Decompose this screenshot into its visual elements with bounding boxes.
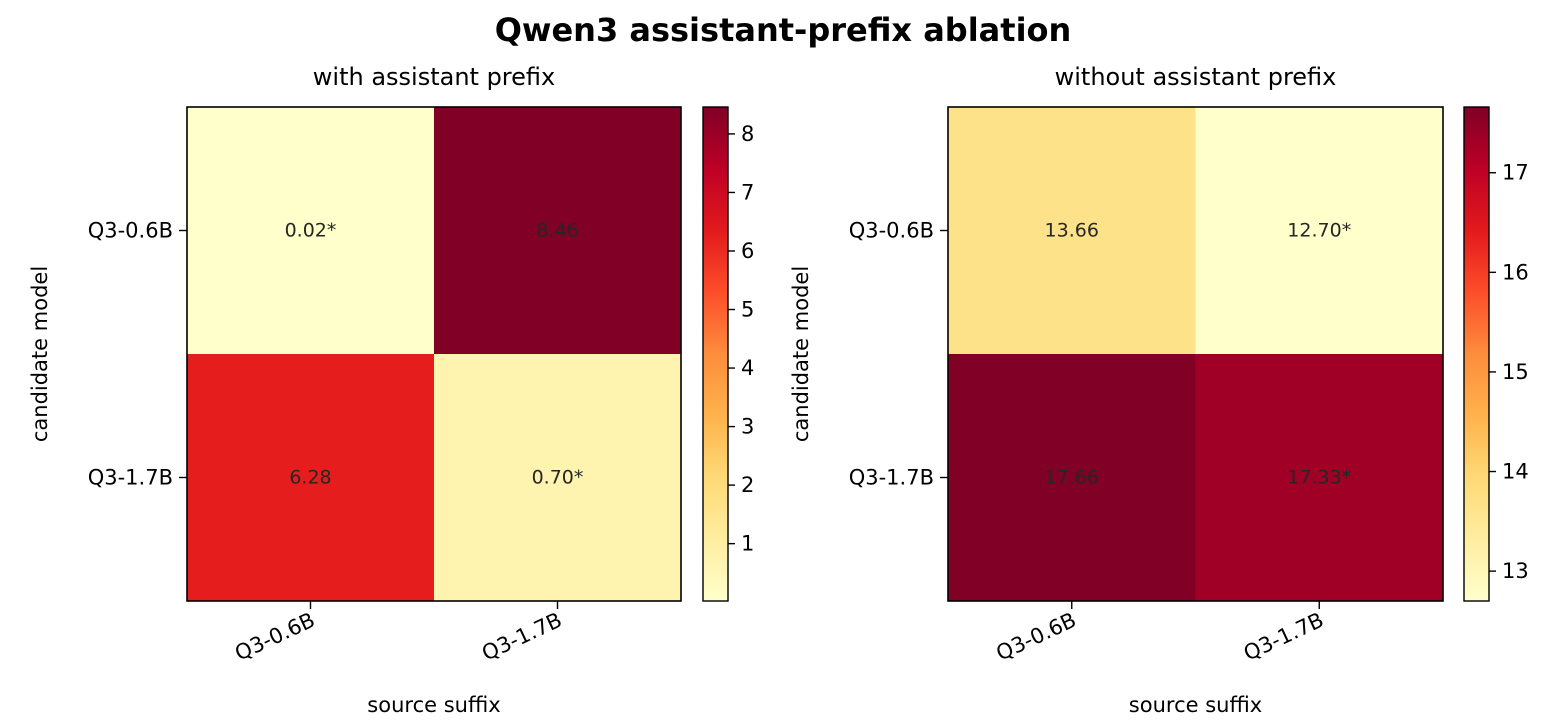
cell-value-label: 12.70* (1287, 220, 1351, 242)
heatmap-panel-2: without assistant prefix 13.66 12.70* 17.66… (789, 63, 1529, 717)
cell-value-label: 6.28 (289, 467, 331, 489)
colorbar-tick-label: 17 (1502, 161, 1529, 185)
colorbar-tick-label: 2 (741, 473, 754, 497)
plot-frame (947, 106, 1444, 602)
colorbar (702, 106, 729, 602)
y-axis-label: candidate model (789, 266, 813, 442)
heatmap-cell (1195, 354, 1444, 602)
y-tick-label: Q3-1.7B (849, 466, 934, 490)
heatmap-cell (434, 354, 682, 602)
heatmap-cell (187, 107, 435, 355)
colorbar-tick-label: 5 (741, 298, 754, 322)
colorbar-tick-label: 16 (1502, 260, 1529, 284)
colorbar-tick-label: 3 (741, 415, 754, 439)
heatmap-cell (1195, 107, 1444, 355)
cell-value-label: 8.46 (536, 220, 578, 242)
y-tick-label: Q3-0.6B (849, 219, 934, 243)
heatmap-panels: with assistant prefix 0.02* 8.46 6.28 0.70* Q… (28, 63, 1529, 717)
colorbar-tick-label: 8 (741, 122, 754, 146)
x-tick-label: Q3-1.7B (1240, 608, 1327, 666)
heatmap-cell (434, 107, 682, 355)
cell-value-label: 0.70* (532, 467, 584, 489)
x-tick-label: Q3-0.6B (992, 608, 1079, 666)
colorbar-tick-label: 14 (1502, 460, 1529, 484)
colorbar-tick-label: 15 (1502, 360, 1529, 384)
panel-title: without assistant prefix (1055, 63, 1337, 91)
y-tick-label: Q3-1.7B (88, 466, 173, 490)
colorbar (1463, 106, 1490, 602)
colorbar-tick-label: 6 (741, 239, 754, 263)
x-axis-label: source suffix (1129, 693, 1262, 717)
heatmap-cell (948, 107, 1196, 355)
heatmap-cell (187, 354, 435, 602)
x-axis-label: source suffix (367, 693, 500, 717)
heatmap-cell (948, 354, 1196, 602)
x-tick-label: Q3-1.7B (478, 608, 565, 666)
colorbar-tick-label: 7 (741, 180, 754, 204)
cell-value-label: 0.02* (285, 220, 337, 242)
heatmap-panel-1: with assistant prefix 0.02* 8.46 6.28 0.70* Q… (28, 63, 754, 717)
colorbar-tick-label: 1 (741, 532, 754, 556)
x-tick-label: Q3-0.6B (231, 608, 318, 666)
y-axis-label: candidate model (28, 266, 52, 442)
cell-value-label: 17.66 (1045, 467, 1099, 489)
colorbar-tick-label: 4 (741, 356, 754, 380)
panel-title: with assistant prefix (313, 63, 555, 91)
y-tick-label: Q3-0.6B (88, 219, 173, 243)
colorbar-tick-label: 13 (1502, 559, 1529, 583)
cell-value-label: 13.66 (1045, 220, 1099, 242)
figure-title: Qwen3 assistant-prefix ablation (495, 11, 1072, 49)
cell-value-label: 17.33* (1287, 467, 1351, 489)
plot-frame (186, 106, 682, 602)
